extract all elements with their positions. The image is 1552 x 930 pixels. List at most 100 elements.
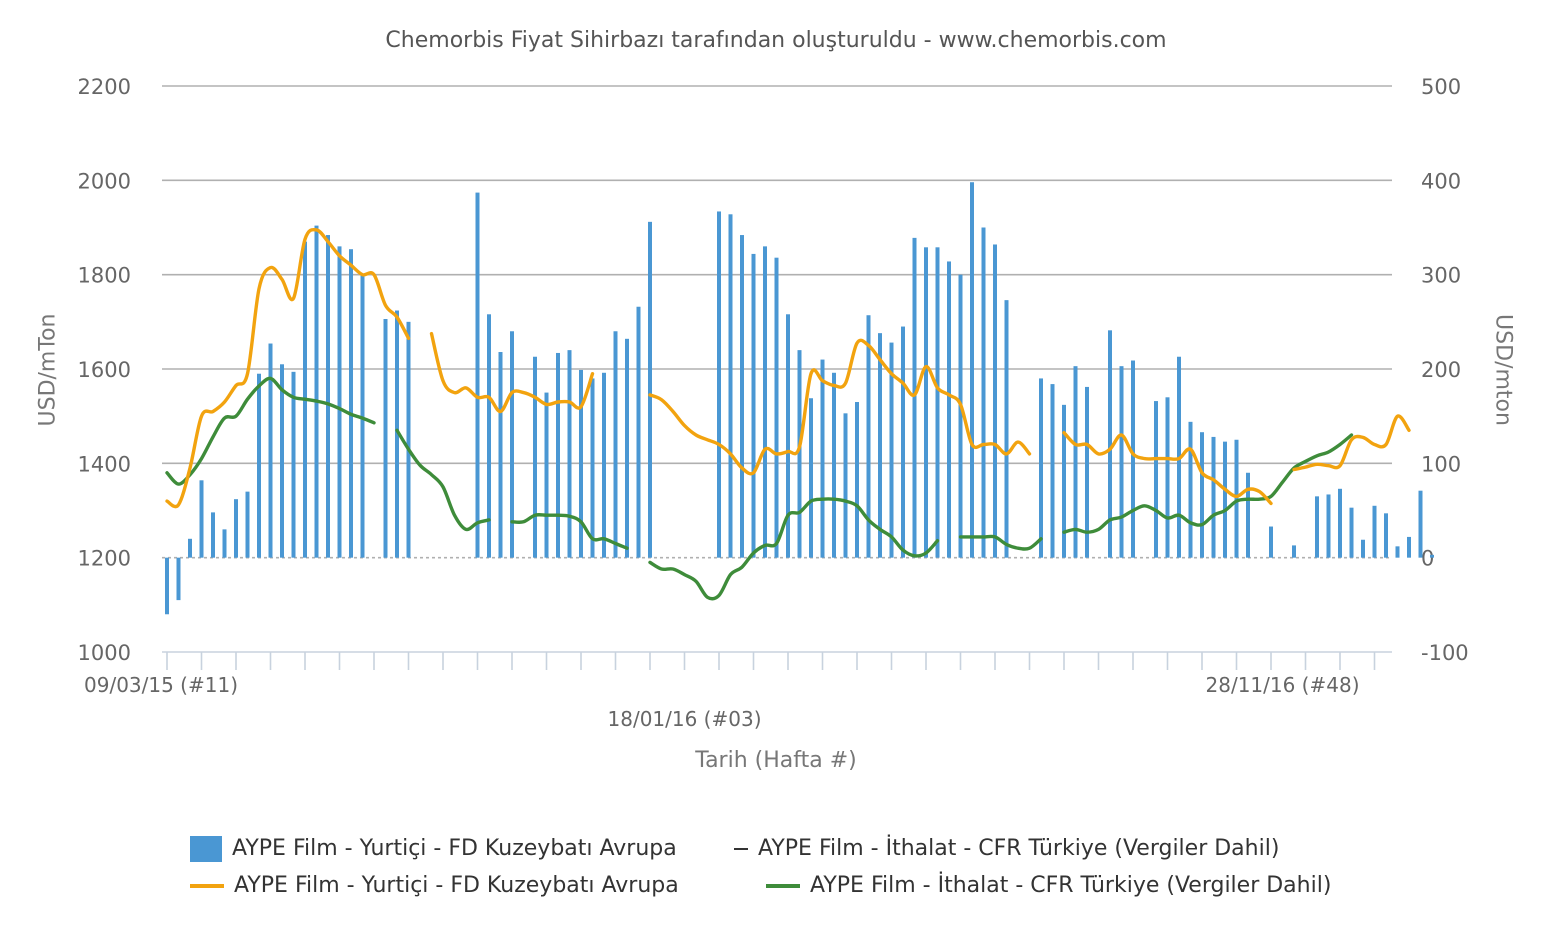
bar bbox=[360, 274, 365, 558]
bar bbox=[843, 413, 848, 558]
bar bbox=[1004, 300, 1009, 558]
bar bbox=[1085, 386, 1089, 558]
y-left-tick-label: 1400 bbox=[78, 452, 131, 476]
series-line-green bbox=[958, 534, 1043, 551]
bar bbox=[912, 237, 917, 558]
x-tick-label: 28/11/16 (#48) bbox=[1206, 673, 1360, 697]
bar bbox=[1154, 401, 1158, 558]
bar bbox=[1418, 490, 1423, 558]
bar bbox=[866, 315, 871, 558]
bar bbox=[1407, 536, 1411, 558]
series-line-green bbox=[165, 376, 376, 486]
y-left-tick-label: 1200 bbox=[78, 547, 131, 571]
bar bbox=[958, 274, 963, 558]
bar bbox=[579, 369, 583, 558]
bar bbox=[935, 247, 940, 558]
legend-item-green-line[interactable]: AYPE Film - İthalat - CFR Türkiye (Vergi… bbox=[766, 871, 1331, 901]
bar bbox=[1062, 404, 1066, 558]
y-right-tick-label: 200 bbox=[1421, 358, 1461, 382]
bar bbox=[188, 538, 192, 558]
bar bbox=[924, 247, 928, 558]
y-right-tick-label: 400 bbox=[1421, 169, 1461, 193]
bar bbox=[855, 402, 859, 558]
legend-item-bar[interactable]: AYPE Film - Yurtiçi - FD Kuzeybatı Avrup… bbox=[190, 834, 677, 864]
bar bbox=[1384, 513, 1388, 558]
bar bbox=[245, 491, 250, 558]
bar bbox=[475, 192, 480, 558]
series-line-green bbox=[395, 428, 491, 532]
bar bbox=[510, 331, 514, 558]
legend-label: AYPE Film - İthalat - CFR Türkiye (Vergi… bbox=[810, 873, 1332, 898]
bar bbox=[763, 246, 767, 558]
bar bbox=[1039, 378, 1043, 558]
bar bbox=[280, 364, 284, 558]
y-axis-left-label: USD/mTon bbox=[35, 313, 61, 427]
legend-green-swatch bbox=[766, 884, 800, 888]
y-left-tick-label: 1800 bbox=[78, 264, 131, 288]
x-axis-label: Tarih (Hafta #) bbox=[695, 748, 857, 773]
bar bbox=[406, 321, 411, 558]
legend-item-dash[interactable]: AYPE Film - İthalat - CFR Türkiye (Vergi… bbox=[734, 834, 1279, 864]
bar bbox=[889, 342, 894, 558]
bar bbox=[820, 359, 825, 558]
legend-label: AYPE Film - Yurtiçi - FD Kuzeybatı Avrup… bbox=[234, 873, 679, 898]
bar bbox=[797, 350, 802, 558]
bar bbox=[751, 253, 756, 558]
bar bbox=[970, 182, 974, 558]
bar bbox=[625, 338, 629, 558]
bar bbox=[567, 350, 572, 558]
bar bbox=[326, 235, 330, 558]
bar bbox=[1073, 366, 1078, 558]
bar bbox=[291, 371, 296, 558]
bar bbox=[165, 557, 169, 615]
bar bbox=[1326, 494, 1331, 558]
bar bbox=[1349, 507, 1354, 558]
legend-item-orange-line[interactable]: AYPE Film - Yurtiçi - FD Kuzeybatı Avrup… bbox=[190, 871, 679, 901]
x-tick-label: 09/03/15 (#11) bbox=[84, 673, 238, 697]
bar bbox=[211, 512, 215, 558]
bar bbox=[774, 257, 779, 558]
bar bbox=[809, 398, 813, 558]
bar bbox=[222, 529, 227, 558]
bar bbox=[268, 343, 273, 558]
y-right-tick-label: -100 bbox=[1421, 641, 1469, 665]
bar bbox=[349, 249, 353, 558]
bar bbox=[1108, 330, 1112, 558]
y-right-tick-label: 500 bbox=[1421, 75, 1461, 99]
bar bbox=[176, 557, 181, 601]
y-left-tick-label: 2000 bbox=[78, 169, 131, 193]
bar bbox=[498, 352, 503, 558]
chart-title: Chemorbis Fiyat Sihirbazı tarafından olu… bbox=[385, 28, 1167, 53]
x-tick-label: 18/01/16 (#03) bbox=[608, 707, 762, 731]
bar bbox=[383, 319, 388, 558]
bar bbox=[1361, 539, 1365, 558]
bar bbox=[1269, 526, 1273, 558]
bar bbox=[337, 246, 342, 558]
bar bbox=[1292, 545, 1296, 558]
series-line-orange bbox=[1292, 414, 1411, 472]
bar bbox=[1050, 384, 1055, 558]
y-right-tick-label: 100 bbox=[1421, 452, 1461, 476]
bar bbox=[981, 227, 986, 558]
bar bbox=[993, 244, 997, 558]
y-axis-right-label: USD/mton bbox=[1490, 314, 1516, 426]
bar bbox=[1223, 441, 1227, 558]
bar bbox=[395, 310, 399, 558]
bar bbox=[613, 331, 618, 558]
bar bbox=[1200, 432, 1204, 558]
bar bbox=[636, 306, 641, 558]
bar bbox=[648, 221, 652, 558]
bar bbox=[590, 378, 595, 558]
series-line-orange bbox=[1062, 431, 1273, 506]
bar bbox=[556, 352, 560, 558]
legend-bar-swatch bbox=[190, 836, 222, 862]
bar bbox=[199, 480, 204, 558]
series-line-orange bbox=[648, 338, 1032, 476]
y-left-tick-label: 1000 bbox=[78, 641, 131, 665]
bar bbox=[1211, 436, 1216, 558]
bar bbox=[1131, 360, 1135, 558]
bar bbox=[234, 499, 238, 558]
bar bbox=[314, 225, 319, 558]
bar bbox=[1119, 366, 1124, 558]
